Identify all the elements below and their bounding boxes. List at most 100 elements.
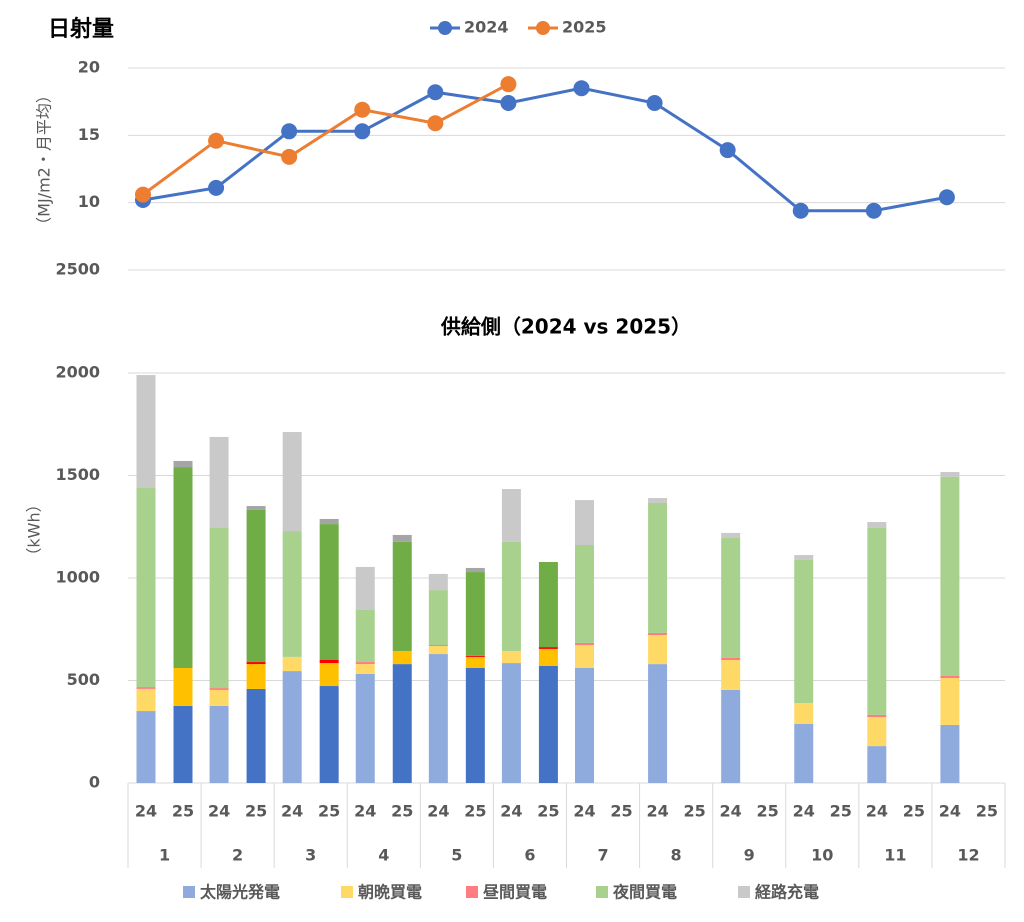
- bar-segment: [940, 724, 960, 783]
- bar-segment: [136, 375, 156, 489]
- legend-swatch: [183, 886, 195, 898]
- bar-segment: [721, 657, 741, 660]
- x-tick-label: 24: [573, 802, 595, 821]
- bar-segment: [794, 703, 814, 724]
- legend-marker: [536, 21, 550, 35]
- bar-segment: [392, 650, 412, 665]
- marker: [865, 202, 882, 219]
- line: [142, 86, 948, 213]
- bar-segment: [721, 689, 741, 783]
- bar-segment: [428, 645, 448, 647]
- bar-segment: [392, 541, 412, 651]
- marker: [354, 101, 371, 118]
- bar-segment: [392, 534, 412, 542]
- bar-segment: [136, 688, 156, 712]
- group-label: 4: [378, 846, 389, 865]
- x-tick-label: 24: [500, 802, 522, 821]
- x-tick-label: 25: [610, 802, 632, 821]
- bar-segment: [209, 688, 229, 690]
- y-tick-label: 20: [78, 58, 100, 77]
- bar-segment: [501, 489, 521, 542]
- group-label: 7: [597, 846, 608, 865]
- group-label: 2: [232, 846, 243, 865]
- bar-segment: [648, 502, 668, 633]
- group-label: 1: [159, 846, 170, 865]
- bar-segment: [940, 675, 960, 679]
- marker: [646, 95, 663, 112]
- bar-segment: [721, 538, 741, 658]
- legend-label: 昼間買電: [482, 883, 547, 902]
- bar-segment: [136, 488, 156, 688]
- bar-segment: [282, 671, 302, 783]
- bar-segment: [867, 522, 887, 528]
- x-tick-label: 24: [427, 802, 449, 821]
- x-tick-label: 25: [683, 802, 705, 821]
- group-label: 9: [744, 846, 755, 865]
- bar-segment: [428, 654, 448, 783]
- marker: [281, 148, 298, 165]
- bar-segment: [940, 472, 960, 477]
- bar-segment: [648, 634, 668, 665]
- bar-segment: [209, 689, 229, 706]
- group-label: 8: [671, 846, 682, 865]
- y-axis-label: （kWh）: [25, 496, 44, 563]
- bar-segment: [355, 673, 375, 783]
- bar-segment: [428, 573, 448, 591]
- bar-segment: [575, 642, 594, 646]
- bar-segment: [721, 532, 741, 539]
- bar-segment: [282, 432, 302, 532]
- bar-segment: [648, 498, 668, 503]
- x-tick-label: 25: [976, 802, 998, 821]
- bar-segment: [392, 664, 412, 783]
- marker: [281, 123, 298, 140]
- bar-segment: [209, 436, 229, 528]
- legend-label: 朝晩買電: [358, 883, 422, 902]
- bar-segment: [867, 746, 887, 783]
- x-tick-label: 25: [757, 802, 779, 821]
- legend-swatch: [738, 886, 750, 898]
- bar-segment: [465, 667, 485, 783]
- marker: [500, 76, 517, 93]
- bar-segment: [246, 662, 266, 665]
- x-tick-label: 24: [866, 802, 888, 821]
- bar-segment: [282, 531, 302, 657]
- legend-label: 夜間買電: [612, 883, 677, 902]
- group-label: 6: [524, 846, 535, 865]
- group-label: 3: [305, 846, 316, 865]
- bar-segment: [721, 660, 741, 690]
- y-axis-label: （MJ/m2・月平均）: [35, 87, 54, 233]
- y-tick-label: 1000: [55, 568, 100, 587]
- marker: [719, 142, 736, 159]
- bar-segment: [501, 541, 521, 651]
- bar-segment: [246, 509, 266, 663]
- y-tick-label: 0: [89, 773, 100, 792]
- x-tick-label: 25: [537, 802, 559, 821]
- bar-segment: [246, 688, 266, 783]
- marker: [427, 115, 444, 132]
- bar-segment: [465, 655, 485, 657]
- bar-segment: [319, 518, 339, 525]
- bar-segment: [648, 664, 668, 783]
- legend-swatch: [466, 886, 478, 898]
- bar-segment: [501, 650, 521, 664]
- legend-label: 経路充電: [755, 883, 819, 902]
- marker: [573, 80, 590, 97]
- bar-segment: [319, 524, 339, 660]
- y-tick-label: 2000: [55, 363, 100, 382]
- bar-segment: [282, 656, 302, 672]
- bar-segment: [319, 686, 339, 783]
- x-tick-label: 25: [318, 802, 340, 821]
- x-tick-label: 24: [135, 802, 157, 821]
- marker: [938, 189, 955, 206]
- x-tick-label: 24: [208, 802, 230, 821]
- marker: [208, 179, 225, 196]
- chart-title: 日射量: [48, 16, 114, 42]
- bar-segment: [319, 663, 339, 687]
- bar-segment: [136, 711, 156, 783]
- bar-segment: [538, 665, 558, 783]
- marker: [427, 84, 444, 101]
- x-tick-label: 25: [245, 802, 267, 821]
- legend-marker: [438, 21, 452, 35]
- marker: [135, 186, 151, 203]
- bar-segment: [575, 500, 594, 545]
